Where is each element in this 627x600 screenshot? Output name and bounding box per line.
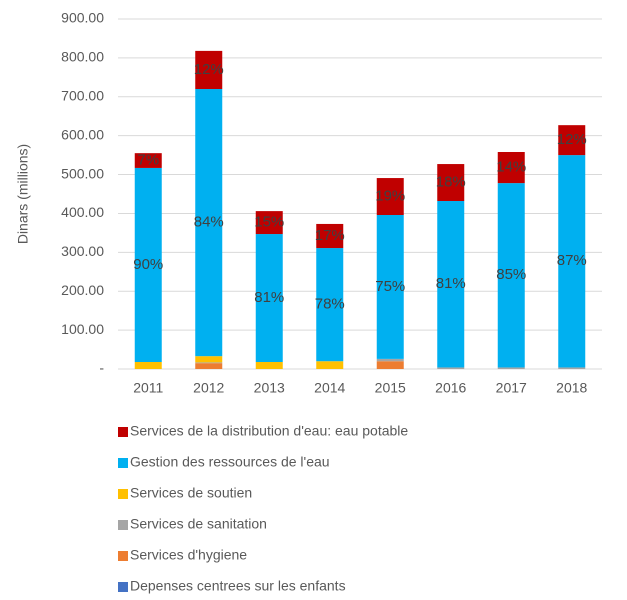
bar-segment: [134, 167, 162, 362]
bar-segment: [376, 178, 404, 215]
bar-segment: [134, 153, 162, 168]
x-tick-label: 2015: [375, 380, 406, 396]
bar-segment: [558, 155, 586, 368]
y-tick-label: 500.00: [61, 165, 104, 181]
data-label: 12%: [194, 61, 224, 78]
data-label: 7%: [137, 152, 159, 169]
bar-segment: [437, 367, 465, 369]
y-tick-label: -: [99, 360, 104, 376]
y-tick-label: 200.00: [61, 282, 104, 298]
legend-label: Services de soutien: [130, 485, 252, 501]
x-tick-label: 2016: [435, 380, 466, 396]
x-tick-label: 2017: [496, 380, 527, 396]
bar-segment: [195, 50, 223, 89]
bar-segment: [255, 234, 283, 362]
data-label: 12%: [557, 131, 587, 148]
bar-segment: [497, 183, 525, 368]
data-label: 87%: [557, 252, 587, 269]
y-tick-label: 700.00: [61, 87, 104, 103]
y-tick-label: 300.00: [61, 243, 104, 259]
legend-swatch: [118, 582, 128, 592]
data-label: 81%: [254, 289, 284, 306]
x-tick-label: 2018: [556, 380, 587, 396]
bar-segment: [558, 125, 586, 156]
data-label: 85%: [496, 266, 526, 283]
bar-segment: [316, 361, 344, 369]
bar-segment: [316, 248, 344, 362]
legend-label: Depenses centrees sur les enfants: [130, 578, 346, 594]
y-tick-label: 800.00: [61, 49, 104, 65]
bar-segment: [255, 211, 283, 235]
data-label: 78%: [315, 296, 345, 313]
data-label: 19%: [375, 187, 405, 204]
legend-label: Services de sanitation: [130, 516, 267, 532]
legend-swatch: [118, 520, 128, 530]
bar-segment: [558, 367, 586, 369]
bar-segment: [195, 362, 223, 364]
bar-segment: [376, 361, 404, 369]
bar-segment: [134, 362, 162, 369]
bar-segment: [316, 223, 344, 249]
bar-segment: [437, 201, 465, 368]
x-tick-label: 2013: [254, 380, 285, 396]
y-tick-label: 600.00: [61, 126, 104, 142]
y-axis-label: Dinars (millions): [15, 144, 31, 244]
bar-segment: [255, 362, 283, 369]
data-label: 90%: [133, 256, 163, 273]
legend-swatch: [118, 458, 128, 468]
bar-segment: [376, 358, 404, 362]
data-label: 14%: [496, 159, 526, 176]
legend-swatch: [118, 427, 128, 437]
data-label: 17%: [315, 227, 345, 244]
data-label: 15%: [254, 214, 284, 231]
bar-segment: [195, 89, 223, 357]
bar-segment: [497, 152, 525, 184]
x-tick-label: 2014: [314, 380, 345, 396]
legend-label: Services d'hygiene: [130, 547, 247, 563]
y-tick-label: 400.00: [61, 204, 104, 220]
legend-swatch: [118, 551, 128, 561]
y-tick-label: 100.00: [61, 321, 104, 337]
x-tick-label: 2012: [193, 380, 224, 396]
data-label: 84%: [194, 214, 224, 231]
legend-swatch: [118, 489, 128, 499]
bar-segment: [376, 215, 404, 359]
bar-segment: [195, 356, 223, 363]
legend-label: Services de la distribution d'eau: eau p…: [130, 423, 408, 439]
bar-segment: [497, 367, 525, 369]
data-label: 75%: [375, 278, 405, 295]
x-tick-label: 2011: [133, 380, 163, 396]
y-tick-label: 900.00: [61, 10, 104, 26]
data-label: 81%: [436, 275, 466, 292]
data-label: 18%: [436, 173, 466, 190]
bar-segment: [195, 363, 223, 369]
bar-segment: [437, 164, 465, 201]
legend-label: Gestion des ressources de l'eau: [130, 454, 330, 470]
